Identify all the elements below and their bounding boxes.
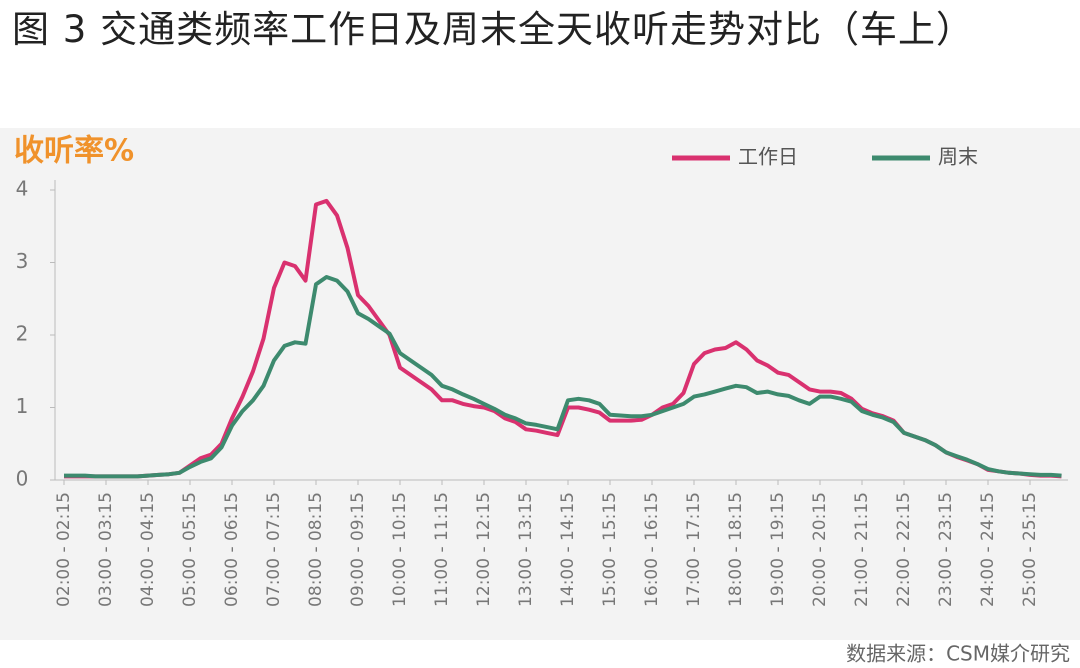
y-tick-label: 3 [16,249,29,273]
x-tick-label: 23:00 - 23:15 [936,492,956,607]
x-tick-label: 07:00 - 07:15 [264,492,284,607]
x-tick-label: 15:00 - 15:15 [600,492,620,607]
x-tick-label: 18:00 - 18:15 [726,492,746,607]
legend-label: 工作日 [738,145,798,169]
y-axis-title: 收听率% [14,134,134,169]
x-tick-label: 09:00 - 09:15 [348,492,368,607]
y-tick-label: 2 [16,322,29,346]
x-tick-label: 25:00 - 25:15 [1020,492,1040,607]
x-tick-label: 19:00 - 19:15 [768,492,788,607]
source-note: 数据来源：CSM媒介研究 [846,642,1070,666]
x-tick-label: 05:00 - 05:15 [180,492,200,607]
x-tick-label: 13:00 - 13:15 [516,492,536,607]
x-tick-label: 21:00 - 21:15 [852,492,872,607]
x-tick-label: 08:00 - 08:15 [306,492,326,607]
legend-label: 周末 [938,145,978,169]
chart-title: 图 3 交通类频率工作日及周末全天收听走势对比（车上） [12,8,975,51]
x-tick-label: 22:00 - 22:15 [894,492,914,607]
x-tick-label: 16:00 - 16:15 [642,492,662,607]
x-tick-label: 10:00 - 10:15 [390,492,410,607]
x-tick-label: 24:00 - 24:15 [978,492,998,607]
x-tick-label: 17:00 - 17:15 [684,492,704,607]
x-tick-label: 11:00 - 11:15 [432,492,452,607]
x-tick-label: 02:00 - 02:15 [54,492,74,607]
x-tick-label: 12:00 - 12:15 [474,492,494,607]
x-tick-label: 14:00 - 14:15 [558,492,578,607]
x-tick-label: 03:00 - 03:15 [96,492,116,607]
x-tick-label: 04:00 - 04:15 [138,492,158,607]
line-series [64,275,1062,479]
y-tick-label: 4 [16,177,29,201]
y-tick-label: 0 [16,467,29,491]
x-tick-label: 06:00 - 06:15 [222,492,242,607]
y-tick-label: 1 [16,394,29,418]
x-tick-label: 20:00 - 20:15 [810,492,830,607]
plot-background [0,128,1080,640]
